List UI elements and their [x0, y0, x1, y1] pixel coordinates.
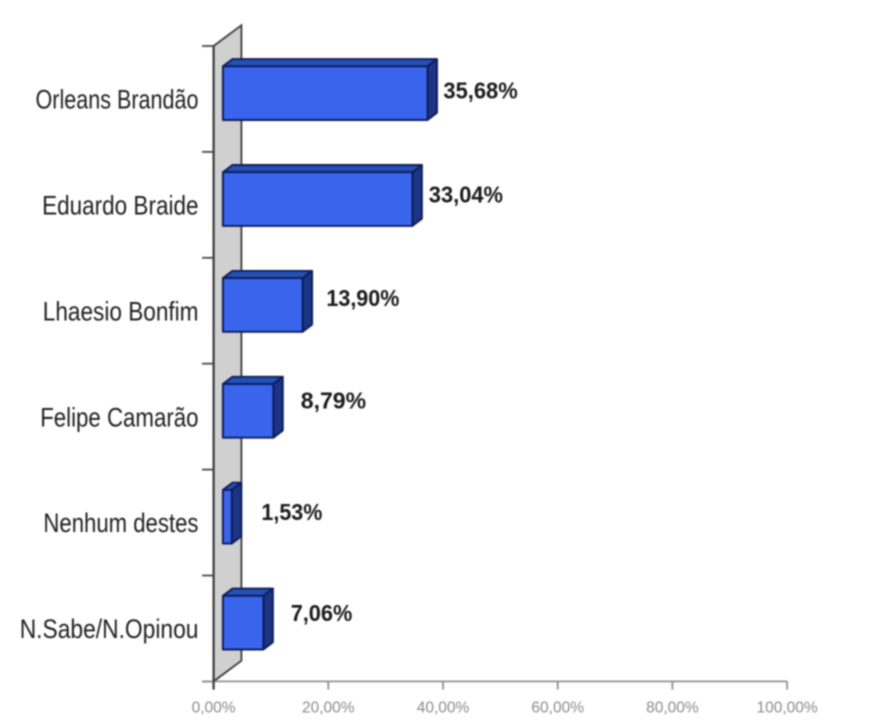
svg-text:13,90%: 13,90%	[326, 285, 399, 311]
svg-text:Felipe Camarão: Felipe Camarão	[40, 402, 198, 432]
svg-text:Orleans Brandão: Orleans Brandão	[36, 85, 199, 115]
svg-text:100,00%: 100,00%	[756, 699, 817, 716]
svg-text:N.Sabe/N.Opinou: N.Sabe/N.Opinou	[20, 614, 199, 644]
svg-text:35,68%: 35,68%	[443, 78, 517, 104]
svg-text:80,00%: 80,00%	[646, 699, 699, 716]
svg-text:Lhaesio Bonfim: Lhaesio Bonfim	[43, 296, 199, 326]
svg-text:1,53%: 1,53%	[261, 499, 322, 525]
svg-text:Eduardo Braide: Eduardo Braide	[42, 191, 198, 221]
svg-text:0,00%: 0,00%	[192, 699, 236, 716]
svg-text:40,00%: 40,00%	[417, 699, 470, 716]
svg-text:20,00%: 20,00%	[302, 699, 355, 716]
svg-text:60,00%: 60,00%	[531, 699, 584, 716]
svg-text:7,06%: 7,06%	[291, 600, 353, 626]
svg-text:Nenhum destes: Nenhum destes	[43, 508, 198, 538]
svg-text:8,79%: 8,79%	[301, 387, 366, 413]
svg-text:33,04%: 33,04%	[429, 182, 503, 208]
